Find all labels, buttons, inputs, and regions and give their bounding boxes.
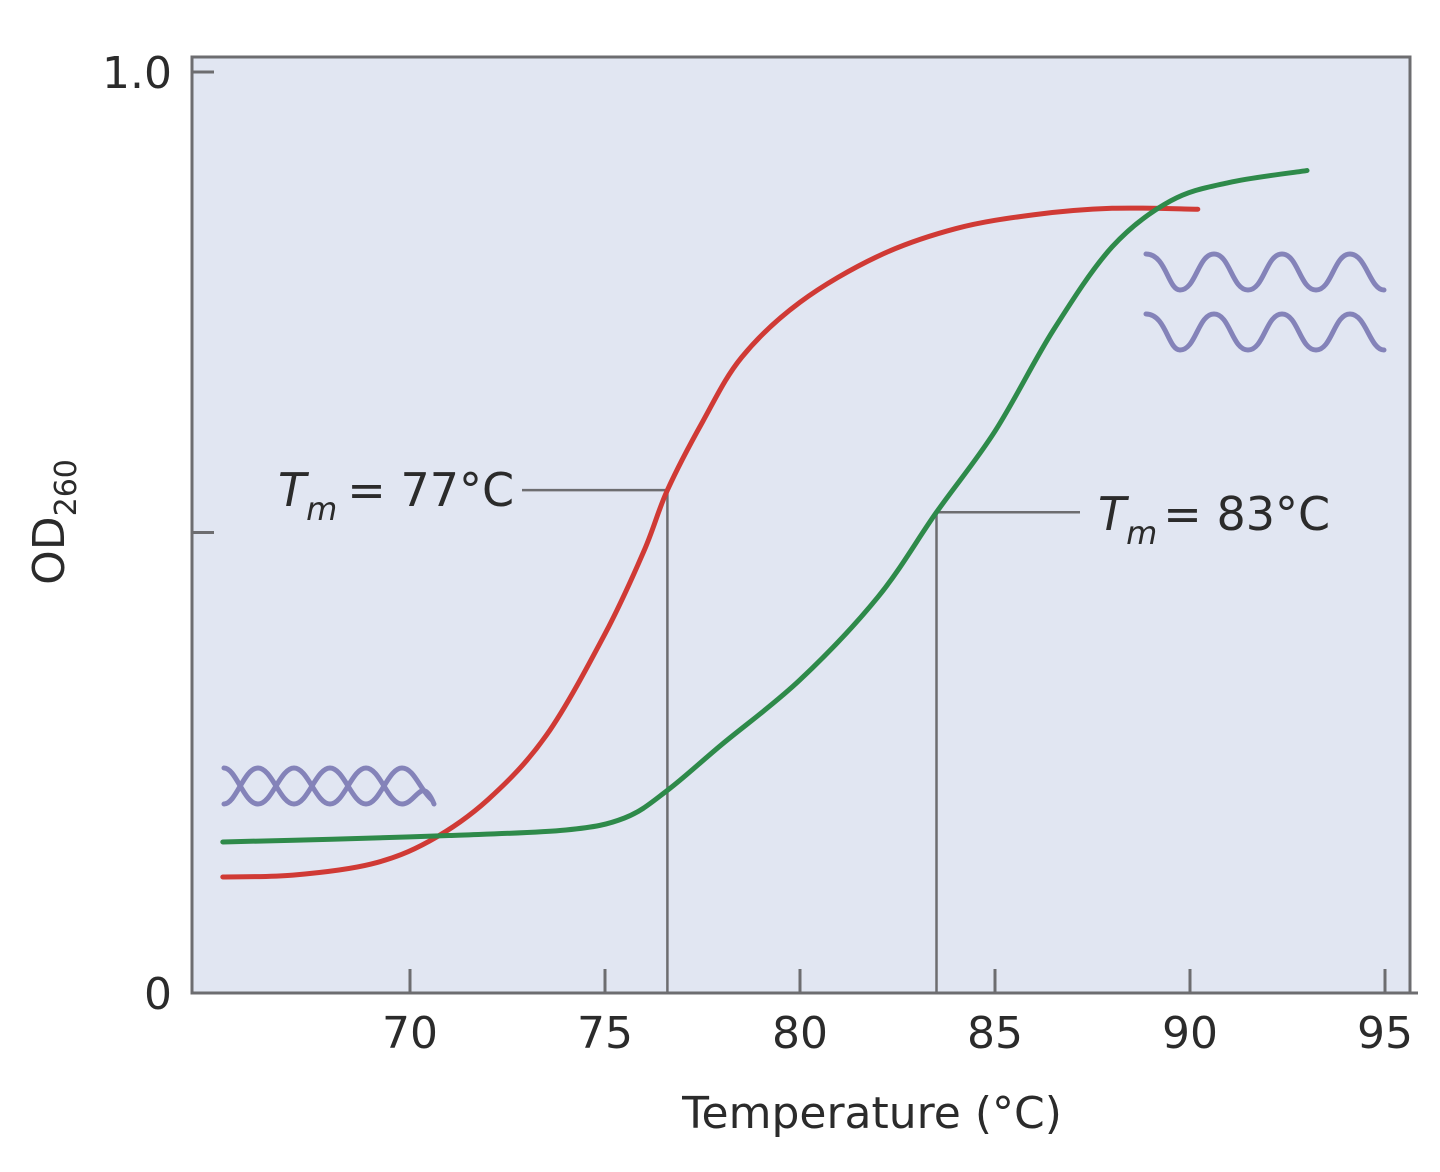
x-tick-label: 80 [772,1008,828,1059]
single-strands-icon [1143,251,1387,353]
tm-annotation-red: Tm = 77°C [278,463,514,528]
y-axis-title: OD260 [24,459,84,585]
y-axis-ticks [192,70,214,534]
x-tick-label: 70 [382,1008,438,1059]
x-tick-label: 95 [1357,1008,1413,1059]
y-tick-label: 0 [144,969,172,1020]
x-axis-title: Temperature (°C) [681,1088,1062,1139]
x-tick-label: 90 [1162,1008,1218,1059]
x-axis-tick-labels: 70 75 80 85 90 95 [382,1008,1413,1059]
series-red-curve [220,205,1201,880]
y-axis-tick-labels: 01.0 [102,48,172,1020]
data-series [220,168,1310,880]
y-axis-title-subscript: 260 [49,459,84,516]
double-helix-icon [221,765,437,807]
x-tick-label: 85 [967,1008,1023,1059]
y-tick-label: 1.0 [102,48,172,99]
x-tick-label: 75 [577,1008,633,1059]
svg-text:OD260: OD260 [24,459,84,585]
x-axis-ticks [408,969,1387,993]
y-axis-title-main: OD [24,516,75,585]
series-green-curve [220,168,1310,845]
tm-annotation-green: Tm = 83°C [1098,487,1330,552]
